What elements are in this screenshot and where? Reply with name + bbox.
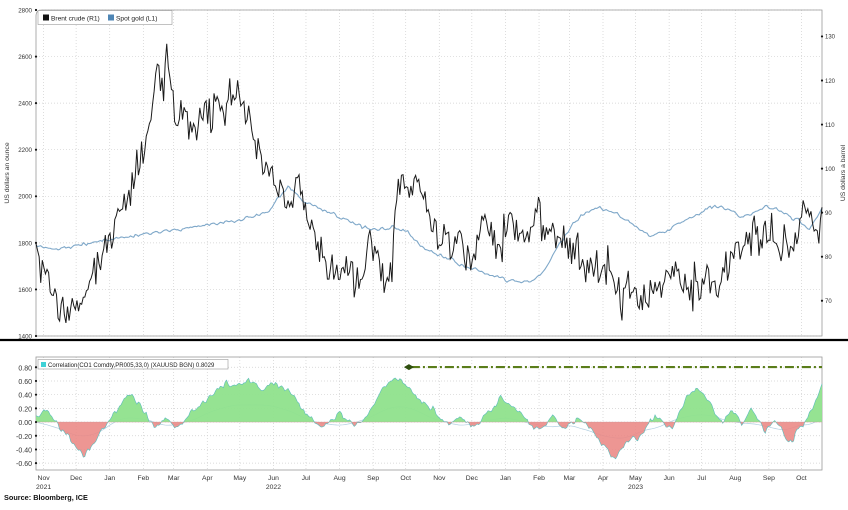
svg-text:Jul: Jul [697, 475, 706, 482]
svg-text:2600: 2600 [18, 54, 32, 61]
svg-text:-0.60: -0.60 [16, 461, 32, 468]
svg-text:Dec: Dec [466, 475, 479, 482]
svg-text:US dollars a barrel: US dollars a barrel [840, 144, 847, 201]
svg-text:120: 120 [825, 79, 836, 85]
svg-text:2400: 2400 [18, 101, 32, 108]
svg-text:Jun: Jun [268, 475, 279, 482]
svg-text:2022: 2022 [266, 484, 281, 491]
svg-text:80: 80 [825, 255, 832, 261]
svg-text:Jun: Jun [664, 475, 675, 482]
svg-text:Aug: Aug [334, 475, 346, 482]
svg-text:0.40: 0.40 [18, 393, 32, 400]
svg-text:Mar: Mar [564, 475, 576, 482]
svg-text:1600: 1600 [18, 287, 32, 294]
svg-text:Correlation(CO1 Comdty,PR005,3: Correlation(CO1 Comdty,PR005,33,0) (XAUU… [48, 363, 215, 369]
svg-text:Sep: Sep [367, 475, 379, 482]
svg-text:2021: 2021 [36, 484, 51, 491]
svg-text:130: 130 [825, 35, 836, 41]
svg-text:May: May [629, 475, 642, 482]
svg-text:0.00: 0.00 [18, 420, 32, 427]
svg-text:Feb: Feb [533, 475, 545, 482]
svg-text:Nov: Nov [38, 475, 51, 482]
svg-text:Oct: Oct [796, 475, 807, 482]
svg-text:90: 90 [825, 211, 832, 217]
svg-text:Feb: Feb [137, 475, 149, 482]
svg-text:2023: 2023 [628, 484, 643, 491]
svg-text:Jan: Jan [104, 475, 115, 482]
svg-text:0.80: 0.80 [18, 365, 32, 372]
svg-text:Spot gold (L1): Spot gold (L1) [116, 15, 157, 22]
svg-text:2000: 2000 [18, 194, 32, 201]
svg-text:Dec: Dec [70, 475, 83, 482]
svg-text:Jul: Jul [302, 475, 311, 482]
svg-text:-0.20: -0.20 [16, 434, 32, 441]
svg-text:110: 110 [825, 123, 835, 129]
svg-text:100: 100 [825, 167, 836, 173]
svg-text:May: May [233, 475, 246, 482]
svg-text:Source: Bloomberg, ICE: Source: Bloomberg, ICE [4, 493, 88, 502]
svg-text:2200: 2200 [18, 147, 32, 154]
svg-text:2800: 2800 [18, 7, 32, 14]
svg-text:70: 70 [825, 299, 832, 305]
svg-text:1800: 1800 [18, 240, 32, 247]
svg-text:0.60: 0.60 [18, 379, 32, 386]
svg-text:Aug: Aug [729, 475, 741, 482]
svg-text:Mar: Mar [168, 475, 180, 482]
svg-text:Sep: Sep [763, 475, 775, 482]
svg-text:Apr: Apr [202, 475, 213, 482]
svg-text:Jan: Jan [500, 475, 511, 482]
svg-text:Nov: Nov [433, 475, 446, 482]
svg-text:Oct: Oct [400, 475, 411, 482]
svg-text:Apr: Apr [598, 475, 609, 482]
svg-text:0.20: 0.20 [18, 406, 32, 413]
svg-text:Brent crude (R1): Brent crude (R1) [51, 15, 100, 22]
svg-text:-0.40: -0.40 [16, 447, 32, 454]
svg-text:US dollars an ounce: US dollars an ounce [4, 142, 11, 203]
